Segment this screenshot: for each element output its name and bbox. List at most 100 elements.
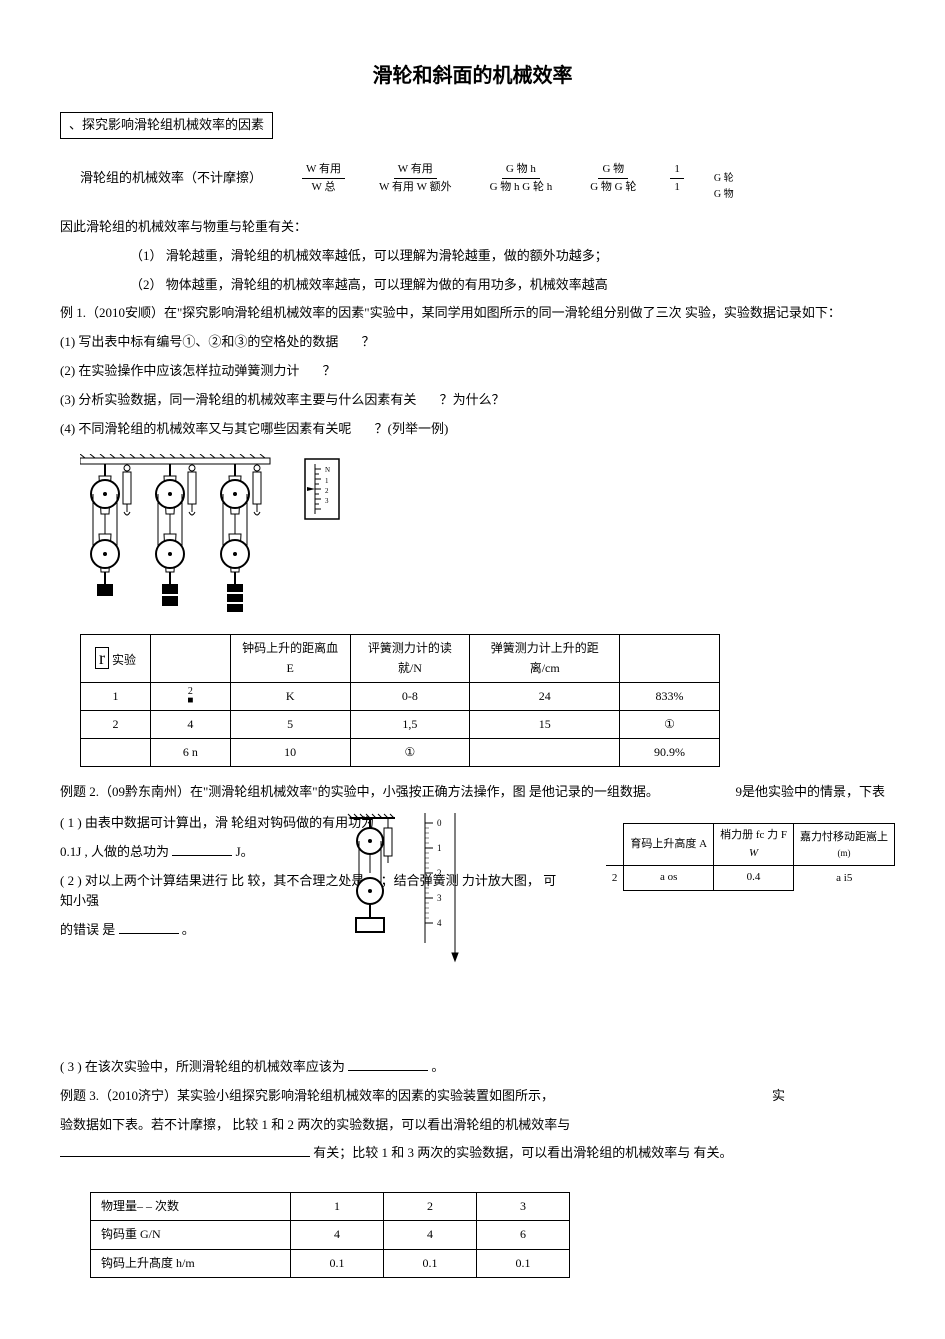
- intro-line: 因此滑轮组的机械效率与物重与轮重有关：: [60, 217, 885, 238]
- th: 育码上升高度 A: [624, 824, 714, 866]
- td: ①: [620, 710, 720, 738]
- td: 0.4: [714, 866, 794, 891]
- frac-3: G 物 h G 物 h G 轮 h: [486, 161, 557, 197]
- td: [81, 739, 151, 767]
- ex2-l1c: J。: [236, 844, 254, 859]
- table-1: r 实验 钟码上升的距离血 E 评簧测力计的读就/N 弹簧测力计上升的距离/cm…: [80, 634, 720, 767]
- td: 4: [384, 1221, 477, 1249]
- table-row: 2 a os 0.4 a i5: [606, 866, 895, 891]
- td: ①: [350, 739, 470, 767]
- ex3-intro3: 有关；比较 1 和 3 两次的实验数据，可以看出滑轮组的机械效率与 有关。: [60, 1143, 885, 1164]
- frac-num: W 有用: [302, 161, 345, 180]
- ex2-q3: ( 3 ) 在该次实验中，所测滑轮组的机械效率应该为 。: [60, 1057, 885, 1078]
- svg-text:N: N: [325, 466, 330, 474]
- td: 24: [470, 682, 620, 710]
- svg-text:4: 4: [437, 918, 442, 928]
- ex1-q4: (4) 不同滑轮组的机械效率又与其它哪些因素有关呢 ？(列举一例): [60, 419, 885, 440]
- ex1-q4-tail: ？(列举一例): [375, 421, 449, 436]
- frac-den: G 物 h G 轮 h: [486, 179, 557, 197]
- svg-text:3: 3: [325, 497, 329, 505]
- td: 5: [230, 710, 350, 738]
- svg-text:1: 1: [437, 843, 442, 853]
- point-1: （1） 滑轮越重，滑轮组的机械效率越低，可以理解为滑轮越重，做的额外功越多；: [130, 246, 885, 267]
- question-mark: ？: [323, 363, 336, 378]
- ex2-intro: 例题 2.（09黔东南州）在"测滑轮组机械效率"的实验中，小强按正确方法操作，图…: [60, 782, 885, 803]
- td: 4: [291, 1221, 384, 1249]
- table-row: 钩码上升髙度 h/m 0.1 0.1 0.1: [91, 1249, 570, 1277]
- ex2-intro-text: 例题 2.（09黔东南州）在"测滑轮组机械效率"的实验中，小强按正确方法操作，图…: [60, 784, 659, 799]
- frac-num: G 物: [598, 161, 628, 180]
- td: 6 n: [150, 739, 230, 767]
- td: 2: [81, 710, 151, 738]
- ex3-intro1: 例题 3.（2010济宁）某实验小组探究影响滑轮组机械效率的因素的实验装置如图所…: [60, 1086, 885, 1107]
- td: a i5: [794, 866, 895, 891]
- th-line2: W: [720, 845, 787, 863]
- td: 4: [150, 710, 230, 738]
- frac-num: W 有用: [394, 161, 437, 180]
- ex2-table: 育码上升高度 A 梢力册 fc 力 F W 嘉力忖移动距嵩上 (m) 2 a o…: [606, 823, 895, 891]
- td: 1: [81, 682, 151, 710]
- ex1-q1: (1) 写出表中标有编号①、②和③的空格处的数据 ？: [60, 332, 885, 353]
- td: 833%: [620, 682, 720, 710]
- th: 物理量– – 次数: [91, 1193, 291, 1221]
- ex2-svg: 0 1 2 3 4: [330, 813, 490, 963]
- ex1-q3-tail: ？为什么？: [440, 392, 505, 407]
- ex2-q3-tail: 。: [431, 1059, 444, 1074]
- td: 2■: [150, 682, 230, 710]
- td: 1,5: [350, 710, 470, 738]
- formula-row: 滑轮组的机械效率（不计摩擦） W 有用 W 总 W 有用 W 有用 W 额外 G…: [80, 161, 885, 197]
- ex3-i3: 有关；比较 1 和 3 两次的实验数据，可以看出滑轮组的机械效率与 有关。: [313, 1145, 732, 1160]
- ex2-layout: ( 1 ) 由表中数据可计算出，滑 轮组对钩码做的有用功为 0.1J , 人做的…: [60, 813, 885, 941]
- th: 实验: [112, 653, 136, 667]
- td: 90.9%: [620, 739, 720, 767]
- ex1-q4-text: (4) 不同滑轮组的机械效率又与其它哪些因素有关呢: [60, 421, 351, 436]
- frac-1: W 有用 W 总: [302, 161, 345, 197]
- td: 0-8: [350, 682, 470, 710]
- th: [620, 635, 720, 682]
- table-row: 2 4 5 1,5 15 ①: [81, 710, 720, 738]
- ex2-l1a: ( 1 ) 由表中数据可计算出，滑 轮组对钩码做的有用功为: [60, 815, 374, 830]
- svg-text:2: 2: [325, 487, 329, 495]
- td: 0.1: [291, 1249, 384, 1277]
- th: 钟码上升的距离血 E: [230, 635, 350, 682]
- th-line1: 嘉力忖移动距嵩上: [800, 829, 888, 847]
- td: K: [230, 682, 350, 710]
- th: [150, 635, 230, 682]
- frac-den: 1: [670, 179, 684, 197]
- ex1-intro: 例 1.（2010安顺）在"探究影响滑轮组机械效率的因素"实验中，某同学用如图所…: [60, 303, 885, 324]
- table-row: 育码上升高度 A 梢力册 fc 力 F W 嘉力忖移动距嵩上 (m): [606, 824, 895, 866]
- r-symbol: r: [95, 647, 109, 669]
- td: 6: [477, 1221, 570, 1249]
- ex3-i1-tail: 实: [772, 1086, 785, 1107]
- ex2-l3: 的错误 是: [60, 922, 115, 937]
- td: 钩码重 G/N: [91, 1221, 291, 1249]
- table-3: 物理量– – 次数 1 2 3 钩码重 G/N 4 4 6 钩码上升髙度 h/m…: [90, 1192, 570, 1278]
- point-2: （2） 物体越重，滑轮组的机械效率越高，可以理解为做的有用功多，机械效率越高: [130, 275, 885, 296]
- ex2-q3-text: ( 3 ) 在该次实验中，所测滑轮组的机械效率应该为: [60, 1059, 345, 1074]
- td: 钩码上升髙度 h/m: [91, 1249, 291, 1277]
- th: 梢力册 fc 力 F W: [714, 824, 794, 866]
- svg-text:0: 0: [437, 818, 442, 828]
- formula-label: 滑轮组的机械效率（不计摩擦）: [80, 168, 262, 189]
- table-row: 物理量– – 次数 1 2 3: [91, 1193, 570, 1221]
- td: 15: [470, 710, 620, 738]
- pulley-svg: N 1 2 3: [80, 454, 350, 624]
- blank: [348, 1058, 428, 1071]
- frac-den: G 物 G 轮: [586, 179, 640, 197]
- th-line2: (m): [800, 846, 888, 860]
- table-row: r 实验 钟码上升的距离血 E 评簧测力计的读就/N 弹簧测力计上升的距离/cm: [81, 635, 720, 682]
- side-frac-bot: G 物: [714, 187, 734, 203]
- frac-2: W 有用 W 有用 W 额外: [375, 161, 456, 197]
- td: [470, 739, 620, 767]
- frac-num: 1: [670, 161, 684, 180]
- ex2-l3b: 。: [182, 922, 195, 937]
- side-frac: G 轮 G 物: [714, 171, 734, 203]
- ex2-l2a: ( 2 ) 对以上两个计算结果进行 比 较，其不合理之处是: [60, 873, 364, 888]
- blank: [172, 843, 232, 856]
- side-frac-top: G 轮: [714, 171, 734, 187]
- td: 0.1: [384, 1249, 477, 1277]
- frac-den: W 总: [308, 179, 340, 197]
- ex1-q2: (2) 在实验操作中应该怎样拉动弹簧测力计 ？: [60, 361, 885, 382]
- svg-text:1: 1: [325, 477, 329, 485]
- th: 嘉力忖移动距嵩上 (m): [794, 824, 895, 866]
